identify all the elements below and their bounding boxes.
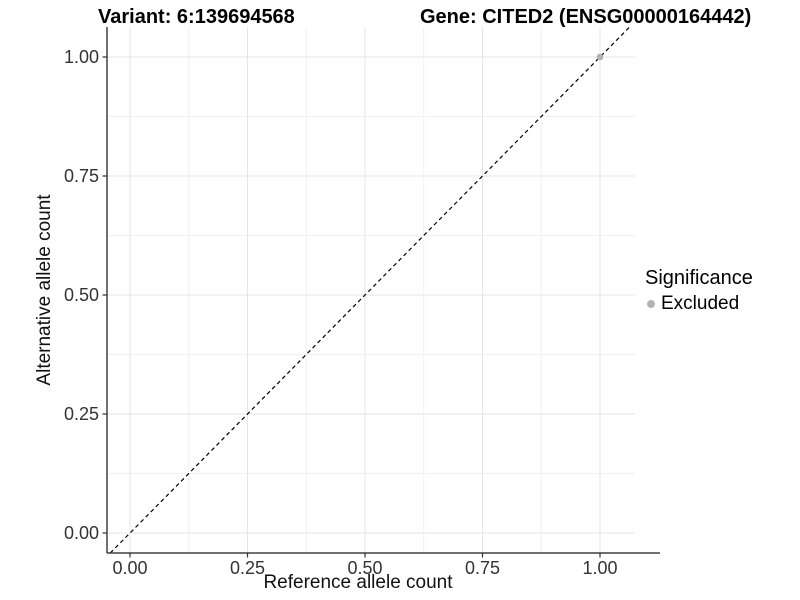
identity-line bbox=[109, 26, 631, 554]
legend-point-icon bbox=[647, 300, 655, 308]
x-tick-label: 0.75 bbox=[464, 558, 501, 578]
data-points-layer bbox=[596, 53, 604, 61]
x-axis-label: Reference allele count bbox=[263, 572, 453, 593]
y-axis-label: Alternative allele count bbox=[34, 194, 55, 386]
x-tick-label: 0.25 bbox=[229, 558, 266, 578]
x-tick-label: 0.50 bbox=[347, 558, 383, 578]
axes-layer bbox=[102, 27, 660, 558]
gridlines bbox=[107, 27, 635, 553]
plot-title-gene: Gene: CITED2 (ENSG00000164442) bbox=[420, 6, 752, 28]
x-tick-label: 1.00 bbox=[582, 558, 618, 578]
legend-title: Significance bbox=[645, 267, 753, 289]
y-tick-label: 0.50 bbox=[63, 285, 99, 305]
y-tick-label: 0.75 bbox=[63, 166, 99, 186]
plot-title-variant: Variant: 6:139694568 bbox=[98, 6, 295, 28]
x-tick-label: 0.00 bbox=[112, 558, 148, 578]
identity-line-layer bbox=[109, 26, 631, 554]
y-tick-label: 0.25 bbox=[63, 404, 99, 424]
y-tick-label: 0.00 bbox=[63, 523, 99, 543]
legend-item-label: Excluded bbox=[661, 293, 740, 314]
legend: Significance Excluded bbox=[645, 267, 753, 315]
data-point-excluded bbox=[596, 53, 604, 61]
y-tick-label: 1.00 bbox=[63, 47, 99, 67]
legend-item-excluded: Excluded bbox=[645, 293, 753, 315]
